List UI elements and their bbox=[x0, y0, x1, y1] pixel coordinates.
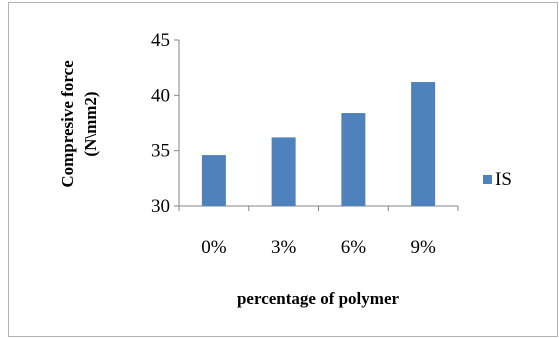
y-tick-label: 40 bbox=[151, 85, 170, 106]
y-ticks: 30 35 40 45 bbox=[151, 30, 179, 217]
bar-9pct bbox=[411, 82, 436, 206]
bar-0pct bbox=[201, 155, 226, 206]
x-tick-label: 6% bbox=[341, 237, 367, 258]
bar-3pct bbox=[271, 137, 296, 206]
bar-6pct bbox=[341, 113, 366, 206]
y-tick-label: 35 bbox=[151, 141, 170, 162]
y-axis-title-line1: Compresive force bbox=[58, 60, 77, 188]
legend-swatch bbox=[483, 175, 492, 184]
x-axis-title: percentage of polymer bbox=[237, 289, 400, 308]
legend-label: IS bbox=[495, 169, 512, 190]
x-tick-label: 3% bbox=[271, 237, 297, 258]
x-tick-label: 0% bbox=[201, 237, 227, 258]
y-tick-label: 30 bbox=[151, 196, 170, 217]
y-tick-label: 45 bbox=[151, 30, 170, 51]
x-tick-labels: 0% 3% 6% 9% bbox=[201, 237, 436, 258]
bars bbox=[178, 82, 459, 211]
y-axis-title-line2: (N\mm2) bbox=[81, 91, 100, 156]
legend: IS bbox=[483, 169, 512, 190]
x-tick-label: 9% bbox=[410, 237, 436, 258]
